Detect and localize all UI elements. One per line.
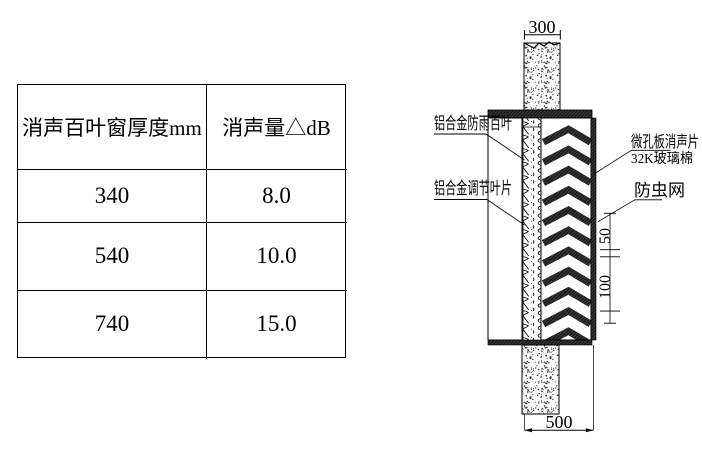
svg-text:500: 500	[546, 412, 573, 432]
svg-text:铝合金防雨百叶: 铝合金防雨百叶	[434, 114, 512, 133]
svg-text:32K玻璃棉: 32K玻璃棉	[631, 150, 693, 167]
svg-text:微孔板消声片: 微孔板消声片	[631, 133, 699, 151]
svg-text:100: 100	[597, 275, 614, 299]
svg-text:50: 50	[597, 228, 614, 244]
svg-text:铝合金调节叶片: 铝合金调节叶片	[434, 179, 512, 198]
svg-text:防虫网: 防虫网	[634, 181, 685, 200]
svg-text:300: 300	[529, 17, 556, 37]
